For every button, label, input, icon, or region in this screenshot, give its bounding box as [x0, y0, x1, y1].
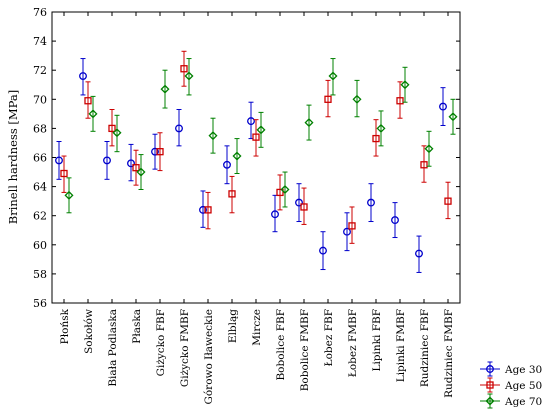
legend-label: Age 30	[504, 364, 542, 376]
y-axis-title: Brinell hardness [MPa]	[6, 90, 20, 224]
point-marker	[256, 125, 266, 135]
point-marker	[136, 167, 146, 177]
category-label: Biała Podlaska	[107, 309, 119, 387]
point-marker	[55, 156, 63, 165]
point-marker	[280, 184, 290, 195]
category-label: Giżycko FBF	[155, 309, 167, 376]
category-label: Lipinki FBF	[371, 309, 383, 372]
point-marker	[448, 112, 458, 122]
point-marker	[88, 109, 98, 119]
category-label: Giżycko FMBF	[179, 309, 191, 387]
point-marker	[396, 97, 404, 105]
point-marker	[247, 117, 255, 126]
category-label: Elbląg	[227, 309, 239, 343]
category-label: Rudziniec FMBF	[443, 309, 455, 398]
category-label: Płońsk	[59, 308, 71, 344]
point-marker	[276, 188, 284, 197]
category-label: Lipinki FMBF	[395, 309, 407, 382]
point-marker	[223, 160, 231, 169]
point-marker	[391, 216, 399, 225]
category-label: Bobolice FBF	[275, 309, 287, 381]
point-marker	[295, 198, 303, 207]
point-marker	[424, 144, 434, 154]
plot-area	[51, 11, 461, 304]
point-marker	[348, 222, 356, 230]
y-tick-label: 62	[33, 210, 47, 223]
point-marker	[343, 227, 351, 236]
point-marker	[204, 206, 212, 214]
point-marker	[180, 65, 188, 73]
y-tick-label: 74	[33, 35, 47, 48]
y-tick-label: 58	[33, 268, 47, 281]
point-marker	[127, 159, 135, 168]
point-marker	[415, 249, 423, 258]
point-marker	[304, 118, 314, 128]
category-label: Mircze	[251, 309, 263, 346]
x-axis: Płońsk Sokołów Biała Podlaska Płaska Giżycko…	[59, 12, 455, 405]
legend-label: Age 50	[504, 380, 542, 392]
point-marker	[208, 131, 218, 141]
point-marker	[103, 156, 111, 165]
category-label: Rudziniec FBF	[419, 309, 431, 387]
point-marker	[252, 133, 260, 141]
category-label: Łobez FMBF	[347, 309, 359, 377]
point-marker	[367, 198, 375, 207]
point-marker	[132, 164, 140, 172]
series-2	[60, 50, 452, 244]
point-marker	[184, 71, 194, 81]
category-label: Łobez FBF	[323, 309, 335, 366]
point-marker	[108, 124, 116, 133]
legend: Age 30 Age 50 Age 70	[470, 356, 548, 410]
point-marker	[372, 134, 380, 143]
chart-marks	[55, 50, 458, 273]
series-3	[64, 58, 458, 214]
point-marker	[485, 396, 495, 406]
point-marker	[486, 381, 494, 389]
point-marker	[64, 190, 74, 200]
y-tick-label: 76	[33, 6, 47, 19]
point-marker	[112, 128, 122, 138]
y-tick-label: 60	[33, 239, 47, 252]
point-marker	[232, 151, 242, 161]
point-marker	[175, 124, 183, 133]
y-tick-label: 70	[33, 93, 47, 106]
y-tick-label: 56	[33, 297, 47, 310]
point-marker	[400, 80, 410, 90]
point-marker	[84, 97, 92, 105]
point-marker	[352, 94, 362, 104]
y-tick-label: 72	[33, 64, 47, 77]
series-1	[55, 58, 447, 273]
point-marker	[319, 246, 327, 255]
category-label: Bobolice FMBF	[299, 309, 311, 391]
y-tick-label: 68	[33, 122, 47, 135]
point-marker	[79, 72, 87, 80]
point-marker	[376, 123, 386, 133]
point-marker	[328, 71, 338, 81]
point-marker	[156, 148, 164, 156]
point-marker	[60, 169, 68, 178]
y-tick-label: 64	[33, 181, 47, 194]
point-marker	[486, 365, 494, 373]
point-marker	[228, 190, 236, 198]
category-label: Górowo Iławeckie	[203, 309, 215, 405]
point-marker	[160, 84, 170, 94]
point-marker	[151, 147, 159, 156]
point-marker	[439, 102, 447, 111]
point-marker	[199, 205, 207, 214]
point-marker	[271, 210, 279, 219]
point-marker	[420, 161, 428, 169]
category-label: Sokołów	[83, 309, 95, 354]
point-marker	[444, 197, 452, 205]
y-tick-label: 66	[33, 152, 47, 165]
point-marker	[300, 203, 308, 211]
category-label: Płaska	[131, 309, 143, 344]
y-axis: 56 58 60 62 64 66 68 70 72 74 76	[33, 6, 460, 310]
point-marker	[324, 95, 332, 103]
legend-label: Age 70	[504, 396, 542, 408]
